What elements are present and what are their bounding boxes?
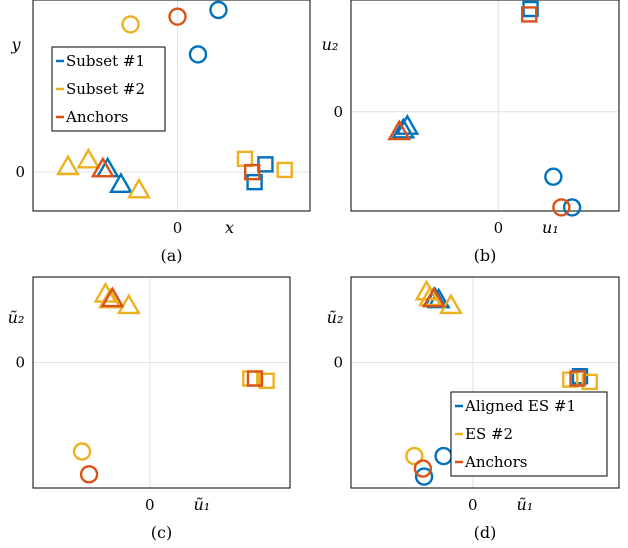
point-triangle [55, 154, 80, 176]
point-square [246, 173, 263, 191]
y-axis-label: u₂ [322, 35, 339, 54]
series-subset1 [391, 0, 582, 217]
point-triangle [90, 156, 115, 178]
series-anchors [90, 7, 261, 181]
y-axis-label: y [10, 35, 21, 54]
point-circle [413, 459, 433, 478]
series-anchors [387, 6, 571, 217]
point-circle [168, 7, 187, 26]
point-triangle [76, 147, 101, 169]
point-triangle [100, 286, 125, 308]
point-circle [562, 198, 582, 217]
legend-box [450, 391, 608, 477]
panel-c: 0 0 ũ₁ ũ₂ (c) [8, 276, 291, 542]
y-axis-label: ũ₂ [327, 308, 344, 327]
point-circle [188, 45, 208, 64]
y-axis-label: ũ₂ [8, 308, 25, 327]
point-triangle [387, 119, 412, 141]
legend-label: Subset #2 [66, 80, 145, 98]
x-tick-label: 0 [145, 496, 155, 514]
y-tick-label: 0 [333, 103, 343, 121]
panel-caption: (d) [474, 523, 497, 542]
panel-a: 0 0 x y (a) Subset #1 Subset #2 Anchors [10, 0, 311, 265]
point-circle [121, 15, 140, 34]
x-axis-label: ũ₁ [516, 495, 533, 514]
x-tick-label: 0 [173, 219, 183, 237]
y-tick-label: 0 [333, 354, 343, 372]
point-square [571, 368, 589, 385]
legend-label: Aligned ES #1 [464, 397, 576, 415]
point-square [276, 161, 293, 179]
x-axis-label: x [225, 218, 234, 237]
x-tick-label: 0 [468, 496, 478, 514]
y-tick-label: 0 [15, 354, 25, 372]
point-square [569, 370, 586, 387]
point-triangle [421, 286, 446, 308]
panel-d: 0 0 ũ₁ ũ₂ (d) Aligned ES #1 ES #2 Anchors [327, 276, 620, 542]
point-circle [405, 446, 424, 466]
series-anchors [413, 286, 586, 478]
y-tick-label: 0 [15, 163, 25, 181]
point-square [246, 370, 264, 387]
plot-frame [350, 0, 620, 212]
x-axis-label: ũ₁ [193, 495, 210, 514]
legend-label: Subset #1 [66, 52, 145, 70]
legend-label: Anchors [65, 108, 128, 126]
point-square [581, 373, 598, 391]
point-square [522, 0, 539, 18]
x-tick-label: 0 [494, 219, 504, 237]
series-anchors [79, 286, 264, 484]
series-subset2 [72, 281, 275, 461]
legend-box [51, 46, 166, 132]
panel-caption: (b) [474, 246, 497, 265]
panel-b: 0 0 u₁ u₂ (b) [322, 0, 620, 265]
point-square [258, 372, 275, 389]
point-square [243, 163, 261, 181]
point-square [521, 6, 538, 23]
point-circle [72, 442, 92, 461]
point-circle [414, 467, 434, 486]
legend: Aligned ES #1 ES #2 Anchors [450, 391, 608, 477]
legend-label: Anchors [464, 453, 527, 471]
x-axis-label: u₁ [542, 218, 559, 237]
panel-caption: (c) [151, 523, 172, 542]
point-circle [79, 465, 99, 484]
point-circle [552, 198, 571, 217]
point-square [257, 156, 274, 173]
point-circle [544, 167, 563, 186]
point-triangle [391, 117, 416, 139]
point-square [242, 370, 259, 387]
point-triangle [116, 293, 141, 315]
point-triangle [108, 172, 133, 193]
plot-frame [350, 276, 620, 489]
point-triangle [438, 293, 463, 315]
point-circle [209, 0, 228, 20]
legend-label: ES #2 [465, 425, 513, 443]
plot-frame [32, 276, 291, 489]
point-square [236, 150, 254, 168]
series-subset2 [55, 15, 293, 199]
panel-caption: (a) [160, 246, 182, 265]
point-circle [434, 446, 453, 466]
point-triangle [127, 177, 151, 199]
plot-frame [32, 0, 311, 212]
legend: Subset #1 Subset #2 Anchors [51, 46, 166, 132]
